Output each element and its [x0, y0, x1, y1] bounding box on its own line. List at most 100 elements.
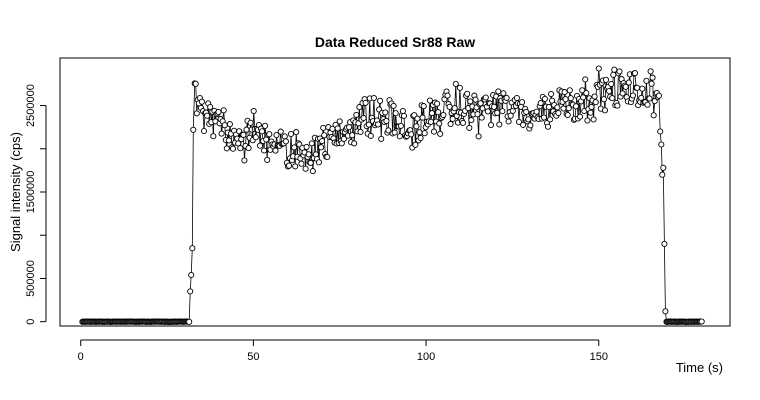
data-point [590, 116, 597, 123]
data-point [560, 105, 567, 112]
plot-frame [59, 57, 731, 327]
data-point [487, 121, 495, 129]
data-point [378, 135, 385, 142]
data-point [650, 112, 657, 119]
data-point [601, 107, 609, 114]
data-point [192, 80, 199, 87]
data-point [625, 79, 632, 86]
data-point [258, 128, 266, 135]
data-point [318, 144, 325, 151]
data-point [427, 118, 434, 125]
data-point [503, 94, 510, 101]
data-point [346, 124, 353, 131]
data-point [434, 100, 441, 107]
data-point [600, 96, 607, 103]
data-point [527, 122, 534, 129]
x-tick-label: 100 [417, 351, 435, 363]
data-point [377, 97, 384, 104]
data-point [292, 163, 299, 170]
data-point [204, 112, 211, 119]
data-point [468, 117, 475, 124]
data-point [237, 145, 244, 152]
data-point [496, 121, 503, 128]
data-point [567, 95, 574, 102]
data-point [622, 83, 629, 90]
data-point [587, 109, 594, 116]
data-point [193, 110, 200, 117]
data-point [365, 121, 372, 128]
axes: 0 50 100 150 0 500000 1500000 2500000 [25, 84, 608, 363]
data-point [353, 111, 360, 118]
x-tick-label: 50 [247, 351, 259, 363]
data-point [634, 84, 641, 91]
data-point [215, 108, 222, 116]
data-point [452, 80, 459, 87]
data-point [428, 110, 436, 117]
data-point [449, 115, 456, 123]
data-point [315, 159, 323, 166]
data-point [400, 112, 408, 119]
data-point [500, 90, 507, 97]
data-point [198, 98, 205, 105]
data-point [648, 80, 655, 87]
data-point [544, 123, 552, 130]
data-point [391, 129, 398, 136]
data-point [494, 109, 501, 116]
data-point [520, 121, 527, 128]
data-point [412, 141, 419, 148]
chart-title: Data Reduced Sr88 Raw [315, 34, 475, 50]
data-point [507, 112, 514, 119]
data-point [399, 107, 406, 115]
data-point [464, 90, 471, 97]
data-point [303, 143, 310, 151]
data-point [210, 133, 217, 140]
data-point [611, 66, 618, 73]
data-point [396, 133, 403, 140]
data-point [247, 119, 254, 126]
data-point [566, 87, 573, 94]
data-point [619, 90, 626, 97]
data-point [356, 104, 363, 111]
y-tick-label: 2500000 [25, 84, 37, 127]
data-point [472, 96, 479, 103]
data-point [188, 271, 195, 279]
data-point [565, 105, 572, 112]
data-point [475, 133, 482, 140]
data-point [309, 168, 316, 175]
data-point [579, 87, 586, 94]
data-point [250, 107, 257, 115]
data-point [451, 105, 458, 112]
data-point [370, 94, 377, 102]
data-point [308, 140, 315, 147]
data-point [221, 122, 228, 129]
data-point [397, 122, 404, 129]
data-point [657, 128, 664, 135]
y-tick-label: 0 [25, 319, 37, 325]
data-point [336, 118, 343, 125]
data-point [416, 129, 423, 136]
data-point [252, 134, 259, 141]
y-tick-label: 1500000 [25, 171, 37, 214]
data-point [256, 142, 264, 149]
data-point [459, 119, 467, 126]
data-point [659, 171, 666, 178]
data-point [189, 245, 196, 252]
data-point [190, 126, 197, 133]
data-point [595, 65, 602, 72]
data-point [513, 94, 520, 102]
data-point [351, 140, 358, 147]
data-point [319, 137, 326, 145]
data-point [245, 145, 252, 152]
data-point [662, 308, 669, 315]
data-point [478, 114, 485, 121]
data-point [375, 121, 382, 128]
data-point [616, 68, 623, 75]
data-point [187, 288, 194, 295]
data-point [426, 97, 433, 104]
data-point [602, 76, 610, 83]
data-point [282, 138, 289, 145]
series-points [79, 65, 705, 325]
data-point [482, 94, 489, 101]
data-point [467, 98, 474, 105]
data-point [447, 120, 454, 128]
